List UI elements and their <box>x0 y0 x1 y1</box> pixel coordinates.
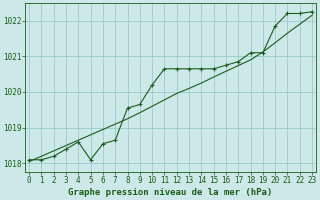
X-axis label: Graphe pression niveau de la mer (hPa): Graphe pression niveau de la mer (hPa) <box>68 188 273 197</box>
